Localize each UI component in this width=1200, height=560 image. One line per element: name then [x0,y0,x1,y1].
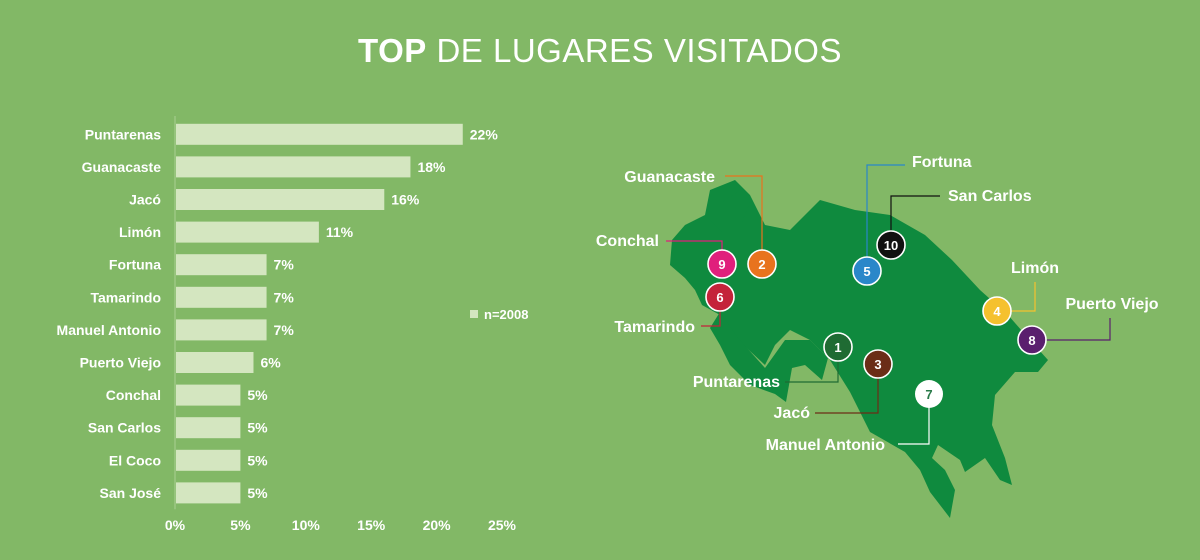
bar [176,482,241,504]
category-label: Limón [119,224,161,240]
bar [176,384,241,406]
x-tick-label: 0% [165,517,186,533]
marker-label: Tamarindo [614,319,695,336]
marker-number: 7 [925,387,932,402]
category-label: El Coco [109,452,161,468]
category-label: Fortuna [109,257,161,273]
marker-number: 4 [993,304,1001,319]
bar [176,286,267,308]
page-title: TOP DE LUGARES VISITADOS [0,32,1200,70]
marker-label: Conchal [596,233,659,250]
data-label: 5% [247,387,268,403]
x-tick-label: 25% [488,517,517,533]
marker-number: 8 [1028,333,1035,348]
leader-line [898,394,930,445]
data-label: 5% [247,420,268,436]
marker-number: 6 [716,290,723,305]
marker-number: 10 [884,238,898,253]
bar [176,221,319,243]
category-label: Manuel Antonio [57,322,161,338]
category-label: Puntarenas [85,126,161,142]
data-label: 5% [247,452,268,468]
bar [176,449,241,471]
data-label: 7% [274,322,295,338]
category-label: Puerto Viejo [80,355,161,371]
map-marker [852,256,882,286]
data-label: 18% [417,159,446,175]
leader-line [725,175,763,264]
marker-label: Manuel Antonio [766,437,886,454]
bar [176,319,267,341]
data-label: 7% [274,257,295,273]
title-bold: TOP [358,32,427,69]
marker-number: 3 [874,357,881,372]
data-label: 22% [470,126,499,142]
x-tick-label: 20% [423,517,452,533]
leader-line [866,164,905,271]
bar [176,352,254,373]
map-nicoya [710,312,828,402]
marker-label: Puerto Viejo [1065,296,1158,313]
map-marker [1017,325,1047,355]
title-rest: DE LUGARES VISITADOS [436,32,842,69]
x-tick-label: 5% [230,517,251,533]
marker-number: 2 [758,257,765,272]
marker-label: Guanacaste [624,169,715,186]
legend-swatch [470,310,478,318]
map-marker [876,230,906,260]
map-marker [747,249,777,279]
map-marker [707,249,737,279]
marker-label: Puntarenas [693,374,780,391]
map-marker [823,332,853,362]
marker-label: Fortuna [912,154,972,171]
marker-label: Limón [1011,260,1059,277]
category-label: Guanacaste [82,159,162,175]
category-label: San José [100,485,162,501]
map-north-tip [708,192,750,232]
x-tick-label: 10% [292,517,321,533]
data-label: 5% [247,485,268,501]
leader-line [890,195,940,245]
map-marker [863,349,893,379]
map-marker [705,282,735,312]
legend-label: n=2008 [484,307,528,322]
marker-label: San Carlos [948,188,1032,205]
category-label: San Carlos [88,420,161,436]
category-label: Tamarindo [90,289,161,305]
map-marker [915,380,943,408]
x-tick-label: 15% [357,517,386,533]
data-label: 7% [274,289,295,305]
bar [176,123,463,145]
data-label: 11% [326,224,354,240]
marker-number: 1 [834,340,841,355]
bar [176,189,385,210]
bar-chart: Puntarenas 22% Guanacaste 18% Jacó 16% Limón 11… [57,116,528,533]
category-label: Conchal [106,387,161,403]
bar [176,417,241,439]
bar [176,254,267,276]
category-label: Jacó [129,192,161,208]
marker-number: 5 [863,264,870,279]
marker-label: Jacó [774,405,811,422]
marker-number: 9 [718,257,725,272]
map-marker [982,296,1012,326]
leader-line [1032,318,1111,341]
bar [176,156,411,178]
map-land [670,180,1048,518]
costa-rica-map: 1 Puntarenas 2 Guanacaste 3 Jacó 4 Limón 5 Fortun… [596,154,1159,518]
data-label: 6% [260,355,281,371]
data-label: 16% [391,192,420,208]
leader-line [815,364,879,414]
